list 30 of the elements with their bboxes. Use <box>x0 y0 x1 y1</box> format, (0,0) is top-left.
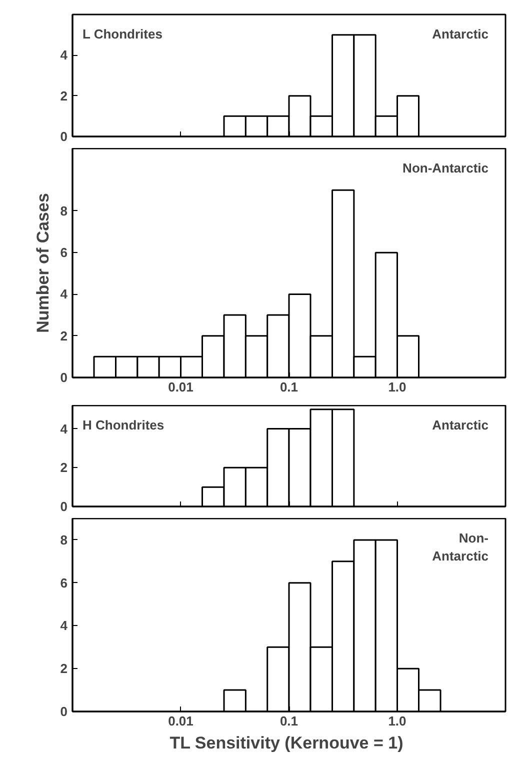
x-axis-title: TL Sensitivity (Kernouve = 1) <box>170 734 404 752</box>
y-tick-label: 0 <box>60 129 68 144</box>
annotation: H Chondrites <box>82 418 164 432</box>
y-tick-label: 2 <box>60 460 68 476</box>
y-tick-label: 8 <box>60 532 68 548</box>
y-tick-label: 2 <box>60 661 68 676</box>
x-tick-label: 0.01 <box>168 714 194 728</box>
annotation: L Chondrites <box>82 26 162 42</box>
y-tick-label: 2 <box>60 328 68 344</box>
y-tick-label: 8 <box>60 203 68 218</box>
y-tick-label: 2 <box>60 88 68 104</box>
annotation: Antarctic <box>432 418 489 432</box>
y-tick-label: 6 <box>60 575 68 590</box>
annotation: Non-Antarctic <box>402 160 489 176</box>
y-tick-label: 4 <box>60 48 68 63</box>
y-tick-label: 0 <box>60 370 68 385</box>
x-tick-label: 0.1 <box>280 714 298 728</box>
y-tick-label: 0 <box>60 499 68 514</box>
x-tick-label: 1.0 <box>388 380 406 394</box>
y-axis-title: Number of Cases <box>33 193 52 333</box>
x-tick-label: 0.1 <box>280 380 298 394</box>
x-tick-label: 1.0 <box>388 714 406 728</box>
y-tick-label: 4 <box>60 421 68 436</box>
y-tick-label: 0 <box>60 704 68 719</box>
annotation: Antarctic <box>432 26 489 42</box>
annotation: Non- Antarctic <box>432 530 489 564</box>
y-tick-label: 4 <box>60 618 68 634</box>
y-tick-label: 4 <box>60 286 68 302</box>
y-tick-label: 6 <box>60 245 68 260</box>
x-tick-label: 0.01 <box>168 380 194 394</box>
